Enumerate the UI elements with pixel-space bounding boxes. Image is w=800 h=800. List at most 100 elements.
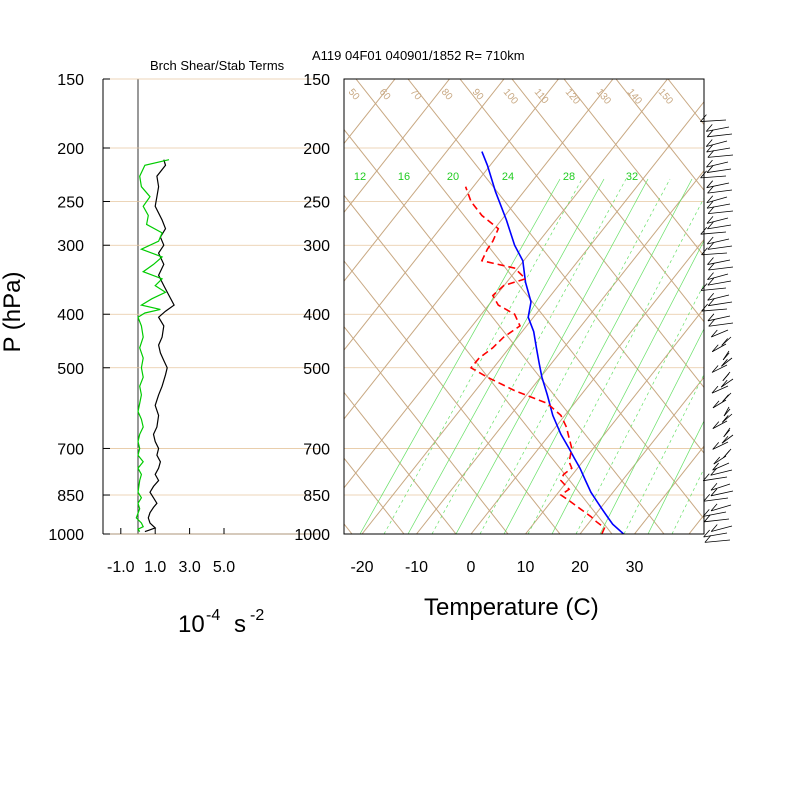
left-x-label-1: 1.0 [144,559,166,576]
mixing-ratio-label-20: 20 [447,171,459,183]
adiabat-8 [355,79,704,520]
wind-barb-flag-400 [712,400,720,409]
temp-tick-label-1: -10 [405,559,428,576]
mixing-line-4 [455,178,649,534]
right-tick-label-850: 850 [303,488,330,505]
wind-barb-flag-148 [706,144,713,153]
adiabat-2 [344,457,405,534]
isotherm-label-50: 50 [346,87,362,103]
wind-barb-190 [707,189,733,194]
left-tick-label-400: 400 [57,307,84,324]
wind-barb-470 [710,469,733,476]
wind-barb-flag-141 [705,139,713,147]
wind-barb-flag-498 [703,494,711,502]
mixing-line-7 [527,197,704,534]
wind-barb-flag-351 [722,352,730,361]
wind-barb-flag-414 [721,415,729,423]
left-pressure-gridlines [103,78,320,535]
wind-barb-flag-463 [712,462,719,471]
temp-tick-label-2: 0 [467,559,476,576]
mixing-line-3 [431,178,627,534]
wind-barb-flag-120 [700,114,707,122]
mixing-ratio-labels: 12 16 20 24 28 32 [354,171,638,183]
wind-barb-260 [707,259,731,265]
wind-barb-flag-218 [706,216,714,224]
wind-barb-232 [700,231,727,235]
left-series-1 [135,159,170,532]
left-panel-title: Brch Shear/Stab Terms [150,58,285,73]
wind-barb-flag-225 [707,221,714,230]
isotherm--110 [0,79,232,534]
wind-barb-477 [703,476,728,482]
isotherm--70 [344,79,450,214]
wind-barb-400 [712,399,727,409]
isotherm-label-130: 130 [594,87,613,107]
wind-barb-309 [701,308,728,312]
isotherm-20 [579,376,704,534]
mixing-ratio-label-12: 12 [354,171,366,183]
left-x-label-2: 3.0 [178,559,200,576]
mixing-ratio-label-28: 28 [563,171,575,183]
wind-barb-flag-365 [711,365,719,373]
wind-barb-316 [707,315,731,322]
mixing-ratio-lines [359,178,704,534]
wind-barb-127 [706,126,730,132]
adiabat-14 [667,79,704,126]
adiabat-9 [407,79,704,454]
isotherm-30 [634,445,704,534]
wind-barb-358 [721,357,733,367]
unit-base: 10 [178,611,205,638]
pressure-axis-label: P (hPa) [0,272,26,353]
left-tick-label-300: 300 [57,238,84,255]
left-series-0 [144,159,175,533]
mixing-line-5 [479,178,671,534]
wind-barb-211 [708,210,734,215]
wind-barb-204 [706,203,731,209]
wind-barb-flag-134 [706,129,714,138]
mixing-line-10 [599,328,704,534]
left-panel: 150 200 250 300 400 500 700 850 1000 -1.0 1.0 3.0 5… [48,72,320,576]
isotherm-label-120: 120 [563,87,582,107]
wind-barb-505 [710,504,732,512]
temperature-dewpoint-curves [464,151,625,534]
wind-barb-134 [707,133,733,138]
left-tick-label-200: 200 [57,141,84,158]
left-x-label-0: -1.0 [107,559,135,576]
isotherm--40 [344,79,614,420]
wind-barb-344 [712,343,727,353]
wind-barb-148 [706,147,731,153]
isotherm--100 [0,79,286,534]
right-tick-label-250: 250 [303,195,330,212]
isotherm--10 [416,169,704,534]
isotherm-10 [525,307,704,534]
mixing-line-1 [383,178,583,534]
adiabat-13 [615,79,704,192]
wind-barb-365 [711,364,728,373]
mixing-line-13 [671,467,704,534]
isotherm-label-140: 140 [625,87,644,107]
left-pressure-ticks: 150 200 250 300 400 500 700 850 1000 [48,72,110,544]
wind-barb-519 [704,518,730,523]
wind-barb-218 [706,217,729,224]
wind-barb-386 [711,385,729,394]
mixing-line-9 [575,283,704,534]
temp-tick-label-3: 10 [517,559,535,576]
wind-barb-442 [712,441,729,450]
wind-barb-flag-379 [720,379,728,388]
wind-barb-flag-540 [704,535,712,543]
adiabat-12 [563,79,704,257]
wind-barb-flag-491 [710,488,718,497]
mixing-line-8 [551,239,704,534]
wind-barb-flag-260 [707,257,714,265]
wind-barb-flag-253 [701,247,708,255]
wind-barb-flag-519 [703,514,711,523]
wind-barb-302 [708,301,733,307]
wind-barb-flag-162 [706,159,713,168]
left-tick-label-700: 700 [57,441,84,458]
right-tick-label-300: 300 [303,238,330,255]
wind-barb-246 [707,245,733,250]
wind-barb-flag-127 [705,124,713,132]
wind-barb-120 [700,119,727,122]
wind-barb-flag-512 [702,509,710,517]
